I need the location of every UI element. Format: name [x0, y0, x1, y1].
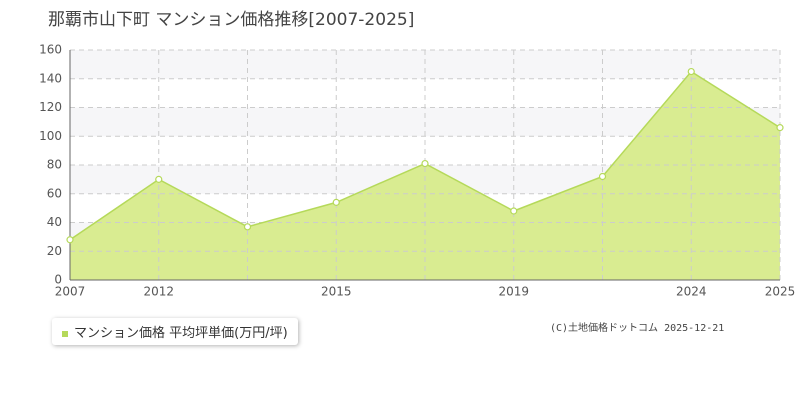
x-tick-label: 2019 [498, 285, 529, 299]
y-tick-label: 20 [47, 244, 62, 258]
x-tick-label: 2007 [55, 285, 86, 299]
y-tick-label: 80 [47, 158, 62, 172]
legend-label: マンション価格 平均坪単価(万円/坪) [74, 326, 288, 341]
x-tick-label: 2025 [765, 285, 796, 299]
y-tick-label: 140 [39, 71, 62, 85]
point [687, 67, 695, 76]
y-tick-label: 60 [47, 186, 62, 200]
y-tick-label: 160 [39, 43, 62, 57]
x-tick-label: 2024 [676, 285, 707, 299]
point [598, 172, 607, 181]
point [332, 198, 340, 206]
legend: マンション価格 平均坪単価(万円/坪) [52, 318, 298, 345]
y-tick-label: 0 [54, 273, 62, 287]
legend-marker [62, 330, 68, 337]
y-tick-label: 120 [39, 100, 62, 114]
point [243, 223, 252, 231]
y-tick-label: 100 [39, 129, 62, 143]
x-tick-label: 2015 [321, 285, 352, 299]
x-tick-label: 2012 [143, 285, 174, 299]
point [421, 159, 429, 168]
point [776, 124, 784, 132]
source: (C)土地価格ドットコム 2025-12-21 [550, 323, 725, 334]
point [66, 236, 74, 244]
point [155, 175, 163, 183]
point [510, 207, 518, 215]
y-tick-label: 40 [47, 215, 62, 229]
chart-title: 那覇市山下町 マンション価格推移[2007-2025] [48, 10, 414, 30]
